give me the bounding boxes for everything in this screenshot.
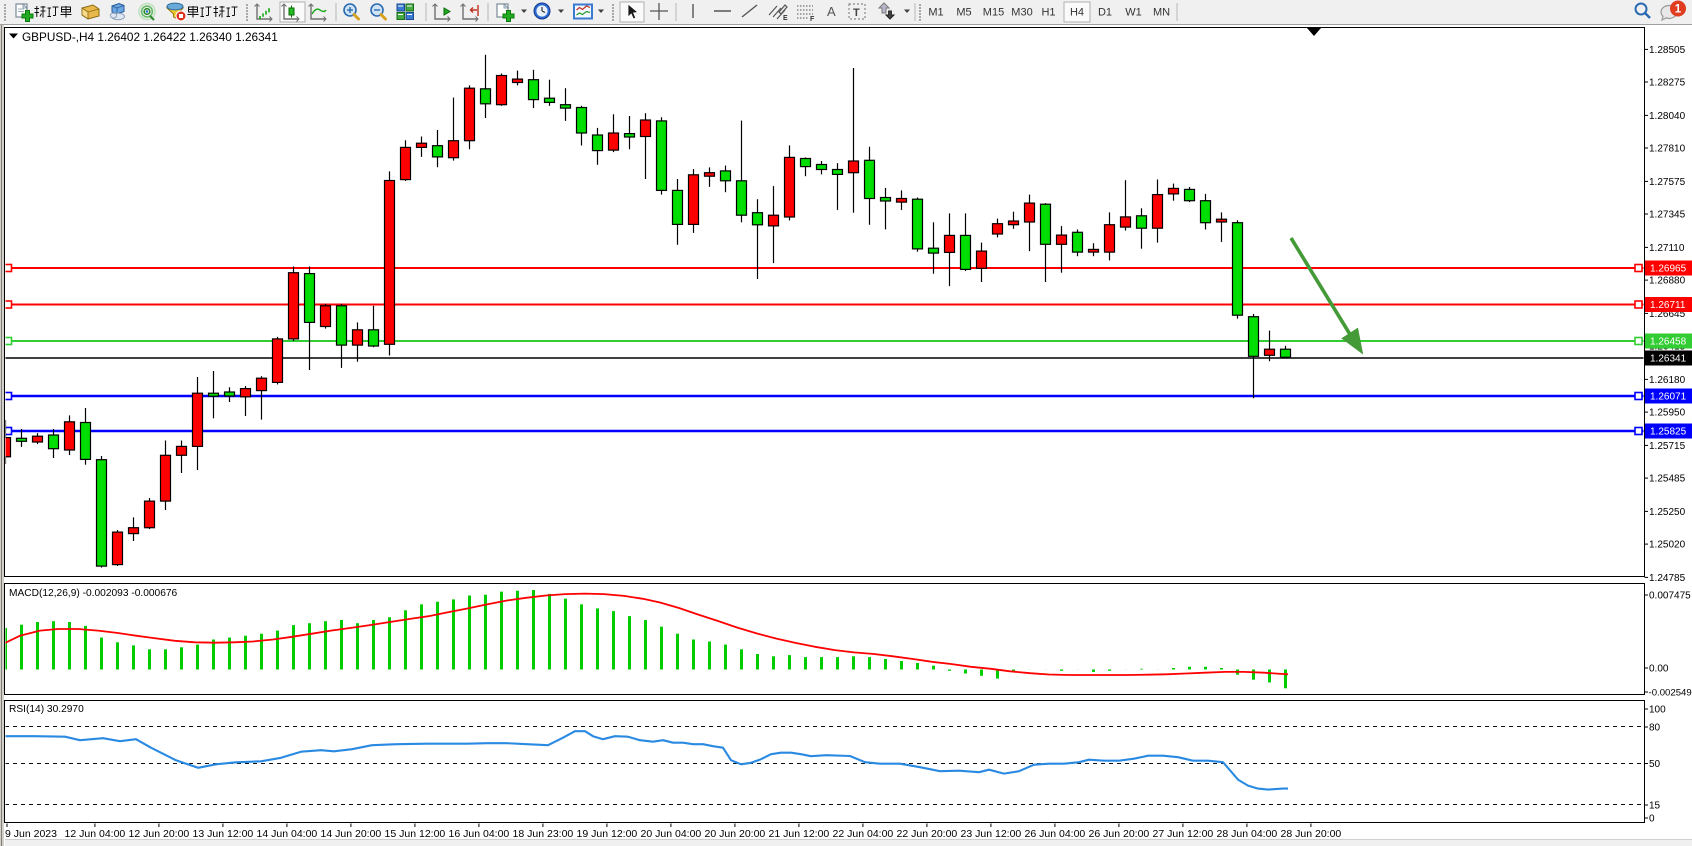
svg-text:14 Jun 20:00: 14 Jun 20:00 [321,828,382,840]
svg-text:22 Jun 20:00: 22 Jun 20:00 [897,828,958,840]
svg-text:GBPUSD-,H4 1.26402 1.26422 1.: GBPUSD-,H4 1.26402 1.26422 1.26340 1.263… [22,30,278,44]
svg-text:-0.002549: -0.002549 [1649,688,1692,699]
svg-text:M15: M15 [983,7,1004,19]
svg-text:M5: M5 [956,7,971,19]
svg-text:1.28505: 1.28505 [1649,45,1686,56]
svg-text:1.24785: 1.24785 [1649,573,1686,584]
svg-text:T: T [853,7,860,19]
svg-text:H1: H1 [1041,7,1055,19]
svg-text:1.25950: 1.25950 [1649,408,1686,419]
svg-text:26 Jun 04:00: 26 Jun 04:00 [1025,828,1086,840]
svg-text:1.28040: 1.28040 [1649,111,1686,122]
svg-text:21 Jun 12:00: 21 Jun 12:00 [769,828,830,840]
svg-text:E: E [783,15,788,22]
svg-text:26 Jun 20:00: 26 Jun 20:00 [1089,828,1150,840]
svg-text:1.26458: 1.26458 [1650,337,1687,348]
svg-text:MN: MN [1153,7,1170,19]
svg-text:M1: M1 [928,7,943,19]
svg-text:0: 0 [1649,814,1655,825]
svg-text:23 Jun 12:00: 23 Jun 12:00 [961,828,1022,840]
svg-text:13 Jun 12:00: 13 Jun 12:00 [193,828,254,840]
svg-text:M30: M30 [1011,7,1032,19]
svg-text:0.00: 0.00 [1649,664,1669,675]
svg-text:12 Jun 20:00: 12 Jun 20:00 [129,828,190,840]
svg-text:1.25020: 1.25020 [1649,540,1686,551]
svg-text:28 Jun 04:00: 28 Jun 04:00 [1217,828,1278,840]
svg-text:16 Jun 04:00: 16 Jun 04:00 [449,828,510,840]
svg-text:18 Jun 23:00: 18 Jun 23:00 [513,828,574,840]
svg-text:1.26645: 1.26645 [1649,309,1686,320]
svg-text:1.28275: 1.28275 [1649,78,1686,89]
svg-text:F: F [810,16,815,23]
svg-text:100: 100 [1649,705,1666,716]
svg-text:22 Jun 04:00: 22 Jun 04:00 [833,828,894,840]
svg-text:1.27110: 1.27110 [1649,243,1685,254]
svg-text:RSI(14) 30.2970: RSI(14) 30.2970 [9,704,84,715]
svg-text:1.26965: 1.26965 [1650,264,1687,275]
svg-text:1.26071: 1.26071 [1650,392,1687,403]
svg-text:80: 80 [1649,723,1661,734]
svg-text:14 Jun 04:00: 14 Jun 04:00 [257,828,318,840]
svg-text:MACD(12,26,9) -0.002093 -0.000: MACD(12,26,9) -0.002093 -0.000676 [9,588,178,599]
svg-text:15: 15 [1649,801,1661,812]
svg-text:A: A [827,4,836,19]
svg-text:1.26711: 1.26711 [1650,300,1686,311]
svg-text:27 Jun 12:00: 27 Jun 12:00 [1153,828,1214,840]
svg-text:1.26180: 1.26180 [1649,375,1686,386]
svg-text:1.25825: 1.25825 [1650,427,1687,438]
svg-text:20 Jun 04:00: 20 Jun 04:00 [641,828,702,840]
svg-text:15 Jun 12:00: 15 Jun 12:00 [385,828,446,840]
svg-text:1.25250: 1.25250 [1649,507,1686,518]
svg-text:50: 50 [1649,759,1661,770]
svg-text:1.26880: 1.26880 [1649,276,1686,287]
svg-text:9 Jun 2023: 9 Jun 2023 [5,828,57,840]
svg-text:12 Jun 04:00: 12 Jun 04:00 [65,828,126,840]
svg-text:19 Jun 12:00: 19 Jun 12:00 [577,828,638,840]
svg-text:1.25715: 1.25715 [1649,441,1686,452]
svg-text:H4: H4 [1070,7,1084,19]
svg-text:1.26341: 1.26341 [1650,354,1687,365]
svg-text:1.27345: 1.27345 [1649,210,1686,221]
svg-text:1.27575: 1.27575 [1649,177,1686,188]
svg-text:20 Jun 20:00: 20 Jun 20:00 [705,828,766,840]
svg-text:1.27810: 1.27810 [1649,144,1686,155]
svg-text:D1: D1 [1098,7,1112,19]
svg-text:1.25485: 1.25485 [1649,474,1686,485]
svg-text:0.007475: 0.007475 [1649,591,1691,602]
svg-text:1: 1 [1675,4,1682,16]
svg-text:28 Jun 20:00: 28 Jun 20:00 [1281,828,1342,840]
svg-text:W1: W1 [1125,7,1142,19]
